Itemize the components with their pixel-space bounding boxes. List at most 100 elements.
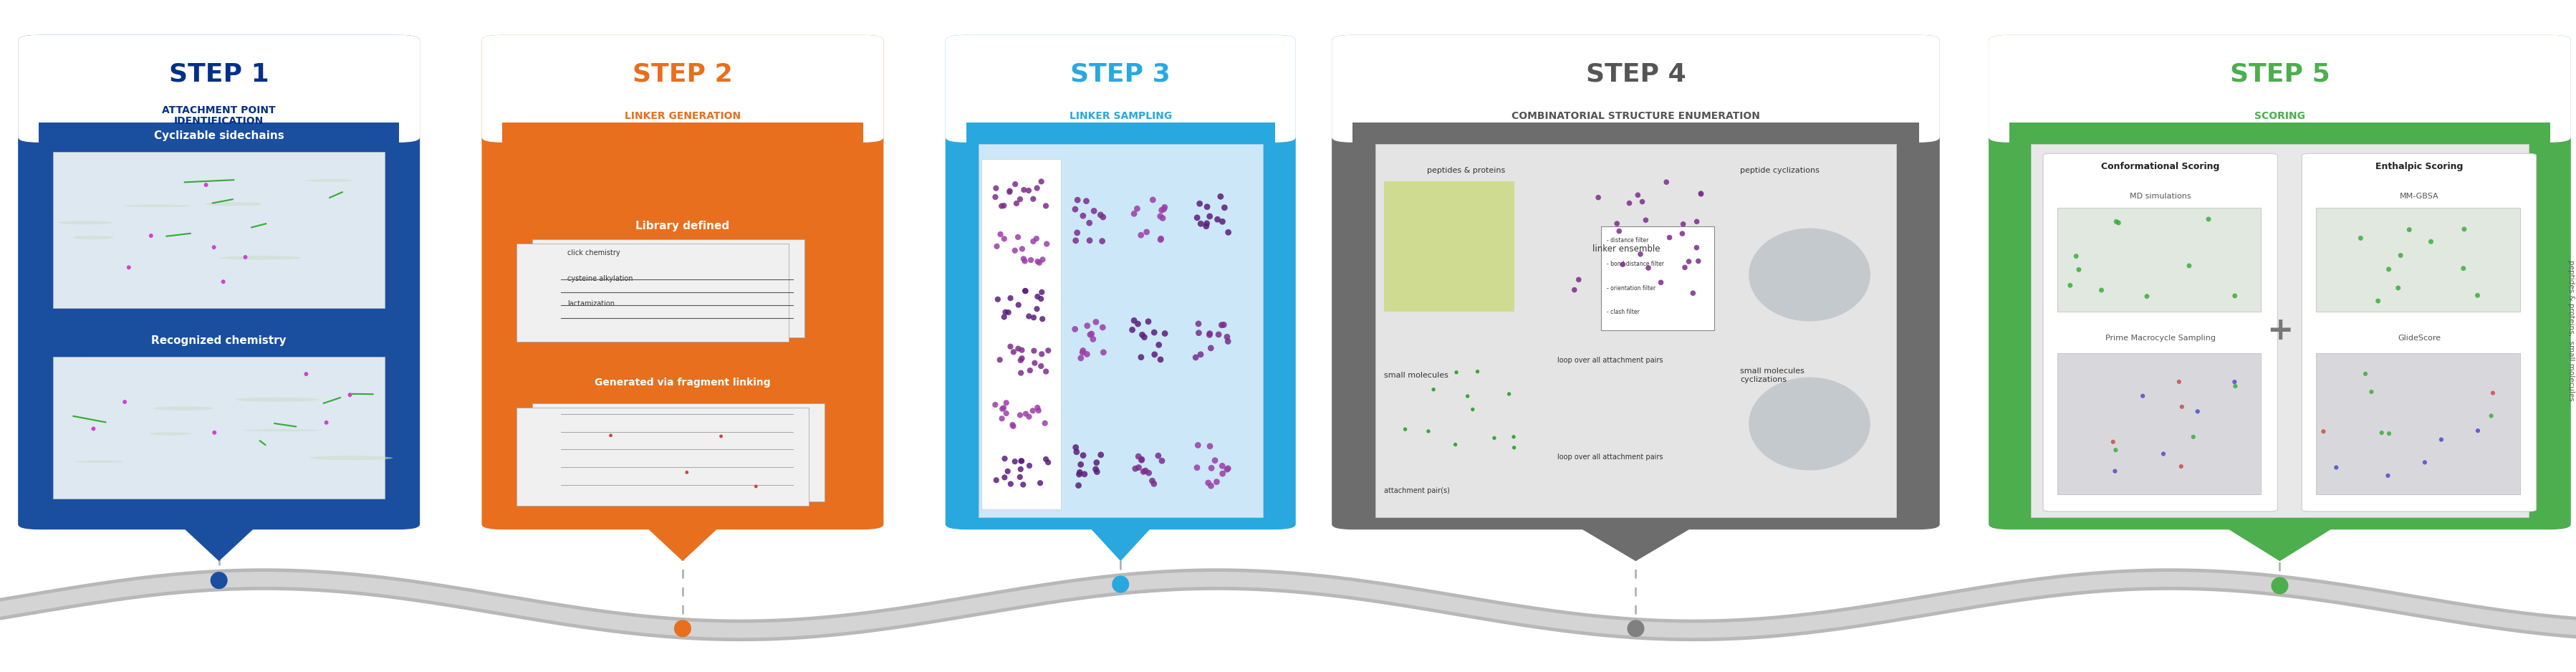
Point bbox=[2177, 406, 2218, 417]
Point bbox=[1005, 286, 1046, 296]
Point bbox=[2125, 291, 2166, 302]
Point bbox=[1141, 235, 1182, 245]
Point bbox=[2161, 461, 2202, 472]
Point bbox=[1121, 329, 1162, 340]
Point bbox=[1649, 232, 1690, 243]
Point bbox=[1113, 208, 1154, 219]
FancyBboxPatch shape bbox=[1989, 35, 2571, 142]
Point bbox=[204, 276, 245, 287]
Point bbox=[1074, 464, 1115, 474]
Point bbox=[1113, 315, 1154, 326]
Point bbox=[1672, 288, 1713, 298]
FancyBboxPatch shape bbox=[2058, 208, 2262, 312]
Point bbox=[662, 623, 703, 634]
Point bbox=[1177, 440, 1218, 451]
Point bbox=[997, 300, 1038, 310]
Point bbox=[1185, 218, 1226, 228]
Point bbox=[1190, 480, 1231, 491]
Point bbox=[1012, 405, 1054, 416]
Point bbox=[1200, 460, 1242, 471]
Ellipse shape bbox=[152, 407, 214, 411]
Ellipse shape bbox=[234, 397, 319, 402]
FancyBboxPatch shape bbox=[549, 235, 819, 334]
Point bbox=[987, 307, 1028, 318]
Text: LINKER GENERATION: LINKER GENERATION bbox=[623, 111, 742, 121]
Point bbox=[997, 232, 1038, 243]
Text: GlideScore: GlideScore bbox=[2398, 335, 2439, 341]
Point bbox=[1185, 221, 1226, 232]
Point bbox=[1412, 384, 1453, 395]
Point bbox=[307, 417, 348, 428]
Point bbox=[1208, 463, 1249, 474]
Point bbox=[2380, 250, 2421, 261]
Point bbox=[1069, 235, 1110, 246]
Point bbox=[1200, 191, 1242, 202]
Point bbox=[2215, 290, 2257, 301]
Ellipse shape bbox=[242, 429, 319, 431]
Point bbox=[1061, 347, 1103, 358]
Point bbox=[1079, 210, 1121, 220]
Text: Enthalpic Scoring: Enthalpic Scoring bbox=[2375, 162, 2463, 171]
Point bbox=[984, 312, 1025, 323]
Point bbox=[1054, 204, 1095, 214]
Text: cysteine alkylation: cysteine alkylation bbox=[567, 275, 634, 282]
FancyBboxPatch shape bbox=[1602, 226, 1713, 331]
Point bbox=[1128, 316, 1170, 327]
Point bbox=[1494, 442, 1535, 453]
Point bbox=[1139, 339, 1180, 350]
Point bbox=[1180, 349, 1221, 360]
Text: attachment pair(s): attachment pair(s) bbox=[1383, 487, 1450, 495]
Point bbox=[1121, 454, 1162, 465]
Text: STEP 3: STEP 3 bbox=[1072, 62, 1170, 87]
Point bbox=[2362, 427, 2403, 438]
Point bbox=[989, 185, 1030, 196]
FancyBboxPatch shape bbox=[2316, 208, 2519, 312]
FancyBboxPatch shape bbox=[1332, 35, 1940, 530]
Point bbox=[1453, 404, 1494, 415]
Point bbox=[1115, 204, 1157, 214]
Point bbox=[2442, 263, 2483, 274]
Point bbox=[2169, 260, 2210, 271]
Point bbox=[1641, 277, 1682, 288]
Point bbox=[999, 464, 1041, 474]
FancyBboxPatch shape bbox=[533, 239, 804, 338]
Point bbox=[1625, 215, 1667, 226]
Text: STEP 4: STEP 4 bbox=[1587, 62, 1685, 87]
Point bbox=[1602, 259, 1643, 269]
Point bbox=[1005, 286, 1046, 296]
Point bbox=[1448, 391, 1489, 402]
Point bbox=[994, 179, 1036, 190]
Text: peptide cyclizations: peptide cyclizations bbox=[1739, 167, 1819, 174]
Point bbox=[981, 403, 1023, 414]
Point bbox=[590, 430, 631, 441]
FancyBboxPatch shape bbox=[1352, 122, 1919, 524]
Text: linker ensemble: linker ensemble bbox=[1592, 244, 1659, 253]
Point bbox=[1144, 328, 1185, 339]
Point bbox=[976, 294, 1018, 304]
FancyBboxPatch shape bbox=[979, 144, 1262, 517]
Point bbox=[103, 396, 144, 407]
Text: MM-GBSA: MM-GBSA bbox=[2401, 193, 2439, 200]
Point bbox=[1020, 349, 1061, 360]
Point bbox=[1677, 256, 1718, 267]
Point bbox=[1002, 479, 1043, 490]
Point bbox=[2092, 437, 2133, 448]
Point bbox=[1180, 218, 1221, 229]
Point bbox=[1025, 454, 1066, 464]
FancyBboxPatch shape bbox=[966, 132, 1275, 152]
Point bbox=[1113, 325, 1154, 335]
Point bbox=[2411, 237, 2452, 247]
Text: peptides & proteins,  small molecules: peptides & proteins, small molecules bbox=[2568, 260, 2573, 401]
Point bbox=[1118, 462, 1159, 473]
FancyBboxPatch shape bbox=[966, 122, 1275, 524]
Point bbox=[1128, 468, 1170, 478]
Point bbox=[1059, 467, 1100, 478]
Point bbox=[1005, 256, 1046, 267]
Point bbox=[1190, 441, 1231, 452]
FancyBboxPatch shape bbox=[18, 35, 420, 142]
Point bbox=[1018, 257, 1059, 268]
Point bbox=[1195, 455, 1236, 466]
Polygon shape bbox=[2221, 524, 2339, 561]
Point bbox=[2388, 224, 2429, 235]
Point bbox=[286, 369, 327, 380]
